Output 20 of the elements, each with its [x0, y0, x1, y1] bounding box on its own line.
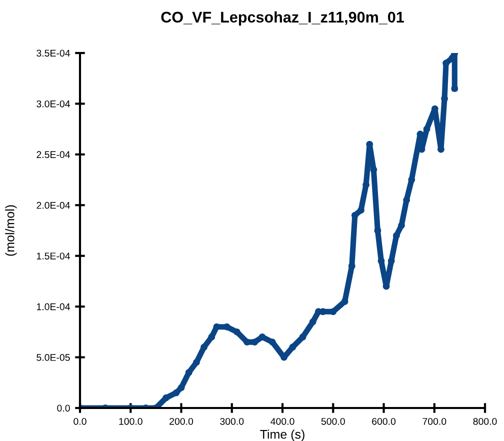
x-tick-label: 400.0 — [270, 418, 294, 425]
y-tick-label: 5.0E-05 — [36, 354, 70, 361]
x-tick-label: 200.0 — [170, 418, 194, 425]
y-tick-label: 3.5E-04 — [36, 50, 70, 57]
y-tick-label: 2.0E-04 — [36, 202, 70, 209]
x-tick-label: 100.0 — [119, 418, 142, 425]
x-tick-label: 0.0 — [74, 418, 86, 425]
y-tick-label: 1.0E-04 — [36, 303, 70, 310]
y-tick-label: 2.5E-04 — [36, 151, 70, 158]
x-tick-label: 500.0 — [321, 418, 345, 425]
x-axis-title: Time (s) — [260, 430, 304, 441]
chart-title: CO_VF_Lepcsohaz_I_z11,90m_01 — [161, 11, 404, 26]
y-tick-label: 3.0E-04 — [36, 100, 70, 108]
y-tick-label: 0.0 — [57, 404, 70, 412]
x-tick-label: 300.0 — [220, 418, 244, 425]
x-tick-label: 600.0 — [372, 418, 396, 425]
x-tick-label: 800.0 — [473, 418, 497, 425]
y-tick-label: 1.5E-04 — [36, 252, 70, 260]
y-axis-title: (mol/mol) — [5, 205, 17, 256]
x-tick-label: 700.0 — [422, 418, 446, 425]
